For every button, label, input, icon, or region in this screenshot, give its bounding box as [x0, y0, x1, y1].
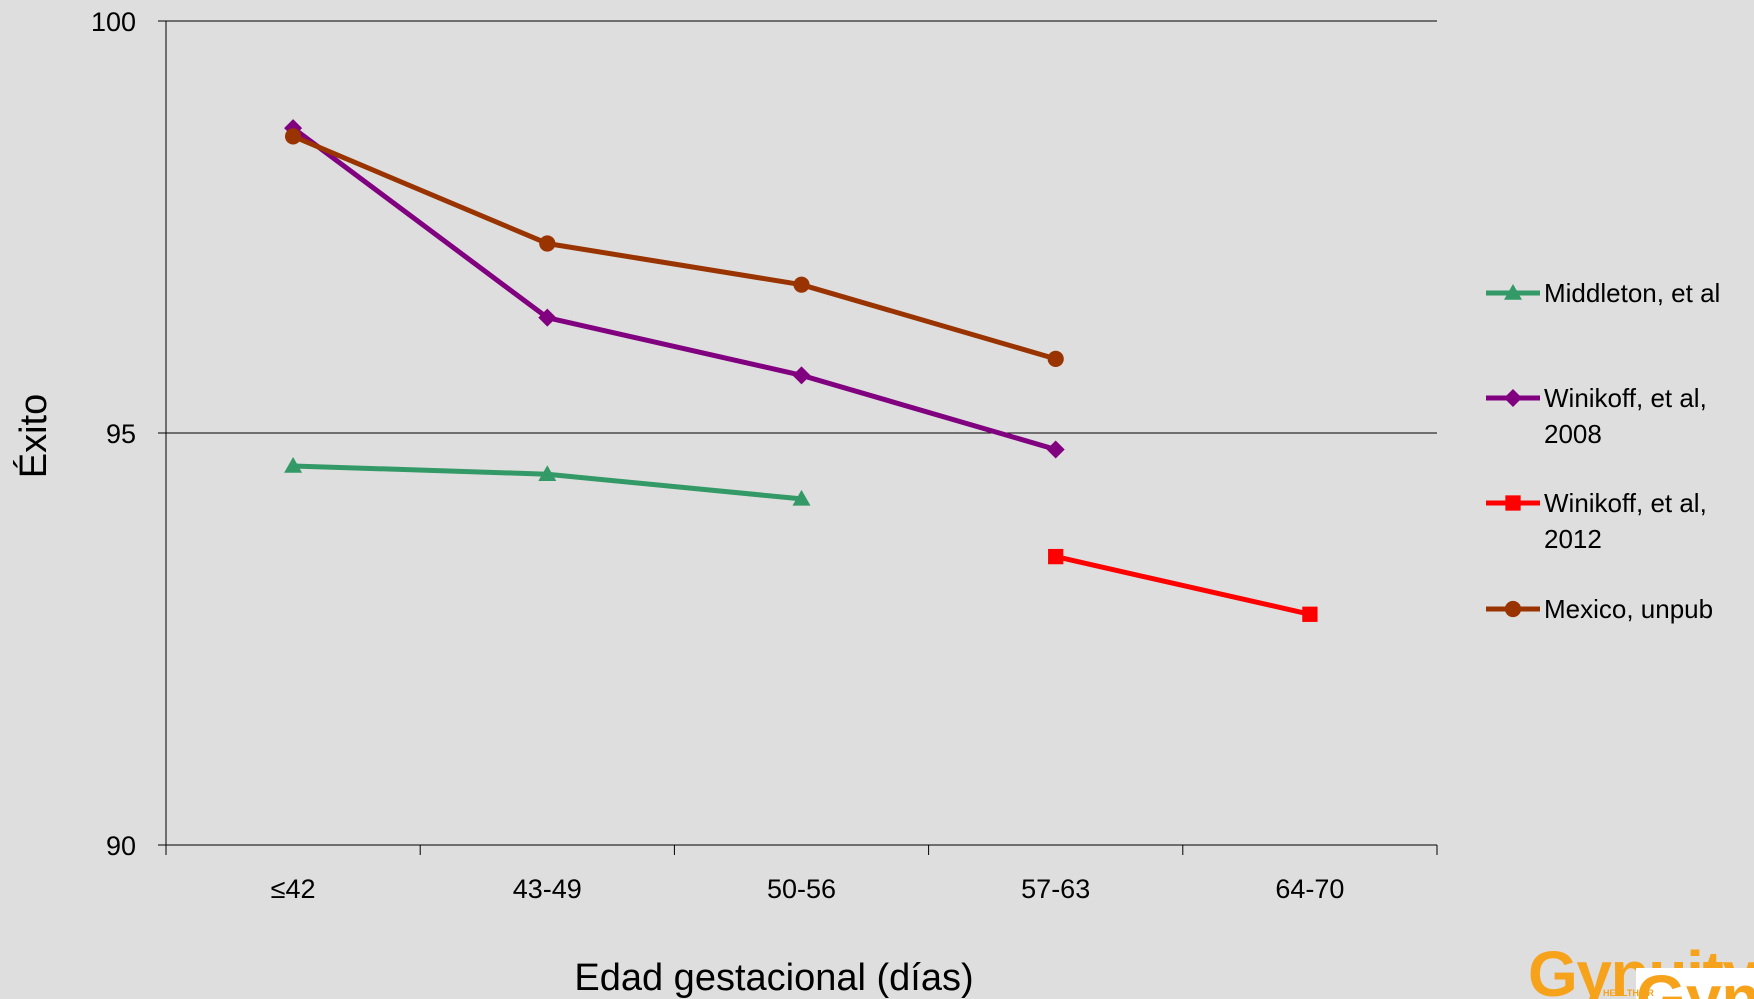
legend-label-line: Winikoff, et al,: [1544, 488, 1707, 518]
x-tick-label: 43-49: [513, 874, 582, 904]
legend-marker: [1504, 389, 1522, 407]
legend-marker: [1504, 284, 1522, 300]
data-point: [1047, 350, 1064, 367]
legend-item: Winikoff, et al, 2012: [1486, 488, 1707, 554]
logo-wordmark-second: Gynuity: [1636, 962, 1754, 999]
series-line: [291, 126, 1057, 452]
legend-label: Winikoff, et al, 2012: [1544, 488, 1707, 554]
axes: 90 95 100 ≤42 43-49 50-56 57-63 64-70: [91, 7, 1438, 904]
legend-label-line: Winikoff, et al,: [1544, 383, 1707, 413]
logo-subtext: HEALTH PR: [1603, 988, 1654, 998]
legend-item: Middleton, et al: [1486, 278, 1720, 308]
x-tick-label: ≤42: [271, 874, 316, 904]
y-tick-label: 95: [106, 419, 136, 449]
data-point: [1302, 606, 1318, 622]
data-point: [285, 128, 302, 145]
series-middleton-et-al: [284, 456, 811, 506]
legend-label-line: 2012: [1544, 524, 1602, 554]
data-point: [792, 366, 811, 385]
x-axis-title: Edad gestacional (días): [574, 957, 973, 999]
series-mexico-unpub: [285, 128, 1064, 367]
legend-marker: [1505, 495, 1521, 511]
data-point: [792, 489, 811, 506]
series-layer: [284, 119, 1318, 622]
legend-label-line: Mexico, unpub: [1544, 594, 1713, 624]
x-tick-label: 64-70: [1275, 874, 1344, 904]
data-point: [538, 308, 557, 327]
series-winikoff-et-al-2008: [284, 119, 1065, 459]
gynuity-logo: GynuityHEALTH PRGynuity: [1528, 938, 1754, 999]
data-point: [1046, 440, 1065, 459]
y-tick-label: 90: [106, 831, 136, 861]
series-line: [292, 134, 1057, 362]
y-tick-label: 100: [91, 7, 136, 37]
data-point: [284, 456, 303, 473]
data-point: [539, 235, 556, 252]
legend-item: Mexico, unpub: [1486, 594, 1713, 624]
data-point: [538, 465, 557, 481]
legend-label: Winikoff, et al, 2008: [1544, 383, 1707, 449]
data-point: [793, 276, 810, 293]
series-line: [1055, 554, 1311, 617]
legend-label: Mexico, unpub: [1544, 594, 1713, 624]
series-winikoff-et-al-2012: [1048, 548, 1318, 622]
data-point: [1048, 548, 1064, 565]
y-axis-title: Éxito: [12, 394, 55, 478]
x-tick-label: 50-56: [767, 874, 836, 904]
legend-marker: [1504, 600, 1522, 618]
x-tick-label: 57-63: [1021, 874, 1090, 904]
legend-item: Winikoff, et al, 2008: [1486, 383, 1707, 449]
gridlines: [166, 20, 1437, 846]
logo-overlay: [1636, 968, 1754, 999]
legend-label-line: Middleton, et al: [1544, 278, 1720, 308]
legend-label-line: 2008: [1544, 419, 1602, 449]
legend-label: Middleton, et al: [1544, 278, 1720, 308]
